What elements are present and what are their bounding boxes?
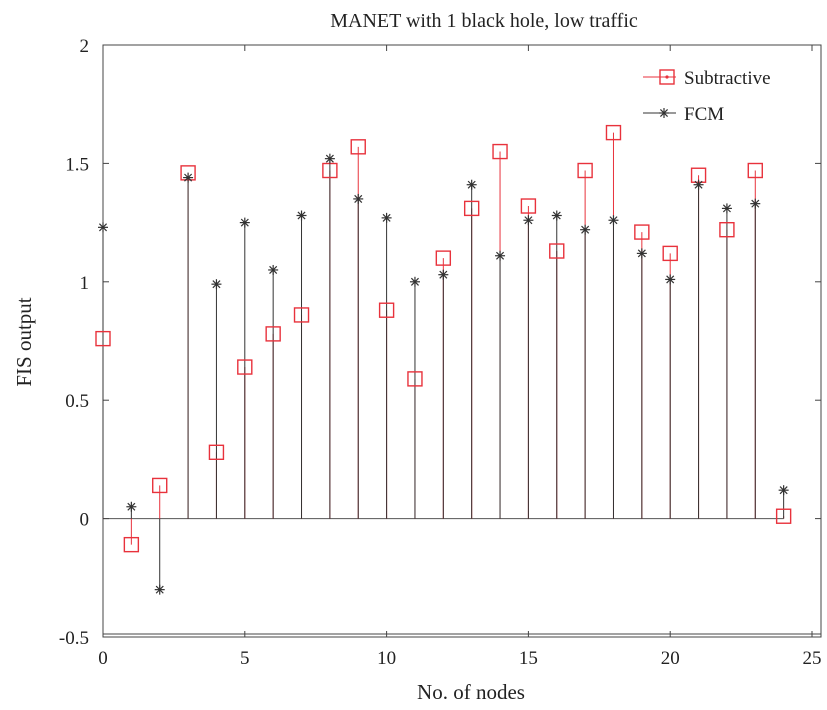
subtractive-point (463, 200, 480, 217)
y-tick-label: 1 (80, 273, 90, 294)
plot-area-frame (102, 44, 822, 638)
x-tick-label: 10 (377, 648, 396, 669)
x-axis-label: No. of nodes (417, 680, 525, 704)
subtractive-point (492, 143, 508, 160)
fcm-point (183, 172, 194, 183)
y-tick-label: 0.5 (65, 391, 89, 412)
fcm-point (268, 264, 279, 275)
subtractive-point (95, 330, 111, 347)
subtractive-point (435, 250, 452, 266)
x-tick-label: 25 (803, 648, 822, 669)
fcm-point (466, 179, 477, 190)
subtractive-point (719, 222, 735, 238)
fcm-point (211, 279, 222, 290)
subtractive-point (293, 307, 310, 323)
legend-fcm-marker (659, 108, 669, 118)
fcm-point (353, 193, 364, 204)
y-tick-label: 0 (80, 510, 90, 531)
fcm-point (693, 179, 704, 190)
subtractive-point (350, 139, 366, 155)
fcm-point (98, 222, 108, 233)
legend-fcm-asterisk (659, 108, 669, 118)
x-tick-label: 0 (98, 648, 108, 669)
legend-subtractive-dot (665, 75, 669, 79)
subtractive-point (208, 444, 225, 460)
x-tick-label: 5 (240, 648, 250, 669)
subtractive-point (265, 326, 281, 342)
fcm-point (438, 269, 449, 280)
subtractive-point (152, 477, 168, 494)
subtractive-point (662, 245, 678, 262)
legend-subtractive-marker (659, 69, 675, 85)
y-tick-label: 2 (80, 36, 90, 57)
legend-subtractive-label: Subtractive (684, 68, 771, 89)
fcm-point (778, 485, 789, 496)
y-axis-label: FIS output (12, 297, 36, 386)
subtractive-point (605, 124, 622, 141)
subtractive-point (520, 198, 537, 214)
fcm-point (636, 248, 647, 259)
fcm-point (721, 203, 732, 214)
fcm-point (551, 210, 562, 221)
fcm-point (523, 215, 534, 226)
fcm-point (750, 198, 761, 209)
fcm-point (580, 224, 591, 235)
subtractive-point (577, 162, 593, 179)
subtractive-point (378, 302, 395, 318)
fcm-point (665, 274, 676, 285)
fcm-point (296, 210, 307, 221)
subtractive-point (634, 224, 650, 240)
subtractive-point (123, 536, 140, 553)
fcm-point (608, 215, 619, 226)
x-tick-label: 20 (661, 648, 680, 669)
subtractive-point (775, 508, 792, 524)
legend: Subtractive FCM (643, 68, 771, 125)
fcm-point (154, 584, 165, 595)
chart-title: MANET with 1 black hole, low traffic (330, 10, 638, 32)
subtractive-point (549, 243, 565, 259)
fcm-point (324, 153, 335, 164)
fcm-point (495, 250, 506, 261)
fcm-point (126, 501, 137, 512)
plot-layer: 0 5 10 15 20 25 -0.5 0 0.5 1 1.5 2 (59, 36, 822, 669)
subtractive-point (237, 359, 253, 375)
x-tick-label: 15 (519, 648, 538, 669)
subtractive-point (747, 162, 763, 179)
fcm-point (381, 212, 392, 223)
subtractive-point (407, 371, 423, 387)
fcm-point (239, 217, 250, 228)
y-tick-label: -0.5 (59, 628, 89, 649)
y-tick-label: 1.5 (65, 154, 89, 175)
fcm-point (409, 276, 420, 287)
legend-fcm-label: FCM (684, 104, 724, 125)
